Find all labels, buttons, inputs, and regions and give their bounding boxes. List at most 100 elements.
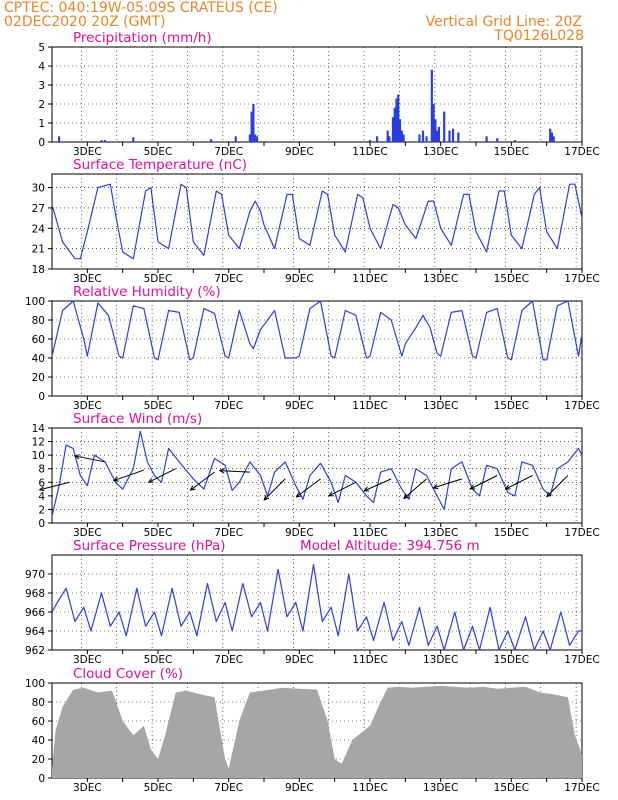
panel-4-ytick-label: 10 (32, 450, 45, 462)
wind-vector-head (189, 485, 196, 491)
wind-vector (39, 481, 70, 491)
panel-2-xtick-label: 5DEC (144, 273, 173, 285)
panel-4-xtick-label: 5DEC (144, 527, 173, 539)
wind-vector (505, 475, 533, 490)
panel-6-xtick-label: 3DEC (73, 782, 102, 794)
panel-2-xtick-label: 3DEC (73, 273, 102, 285)
panel-1-ytick-label: 5 (38, 42, 45, 54)
panel-4-frame (51, 427, 583, 524)
panel-5-xtick-label: 13DEC (423, 654, 458, 666)
panel-1-frame (51, 46, 583, 143)
panel-5-annotation: Model Altitude: 394.756 m (300, 538, 480, 554)
panel-4-ytick-label: 6 (38, 477, 45, 489)
panel-1-xtick-label: 13DEC (423, 146, 458, 158)
panel-6-ytick-label: 40 (32, 735, 45, 747)
precip-bar (250, 111, 253, 142)
precip-bar (457, 132, 460, 142)
panel-4-xtick-label: 9DEC (285, 527, 314, 539)
precip-bar (248, 134, 251, 142)
panel-5-xtick-label: 9DEC (285, 654, 314, 666)
wind-vector-head (327, 491, 334, 497)
precip-bar (397, 94, 400, 142)
precip-bar (386, 130, 389, 142)
precip-bar (552, 136, 555, 142)
panel-1-xtick-label: 9DEC (285, 146, 314, 158)
panel-1-xtick-label: 15DEC (494, 146, 529, 158)
panel-4-ytick-label: 0 (38, 518, 45, 530)
panel-5-ytick-label: 962 (25, 645, 45, 657)
precip-bar (252, 104, 255, 142)
panel-6-xtick-label: 13DEC (423, 782, 458, 794)
precip-bar (448, 130, 451, 142)
wind-vector (363, 478, 392, 492)
panel-2-series-line (51, 183, 583, 260)
wind-vector-head (38, 486, 45, 492)
panel-2-ytick-label: 30 (32, 183, 45, 195)
panel-2-xtick-label: 11DEC (352, 273, 387, 285)
precip-bar (550, 132, 554, 142)
panel-3-xtick-label: 7DEC (214, 400, 243, 412)
panel-4-ytick-label: 2 (38, 504, 45, 516)
panel-3-xtick-label: 3DEC (73, 400, 102, 412)
panel-2-xtick-label: 9DEC (285, 273, 314, 285)
panel-1-xtick-label: 17DEC (564, 146, 599, 158)
precip-bar (513, 140, 516, 142)
precip-bar (451, 128, 455, 142)
panel-2-title: Surface Temperature (nC) (73, 157, 247, 173)
header-date-line: 02DEC2020 20Z (GMT) (4, 14, 166, 30)
wind-vector (403, 478, 427, 499)
wind-vector-head (546, 491, 552, 498)
panel-6-xtick-label: 15DEC (494, 782, 529, 794)
wind-vector-head (432, 484, 439, 490)
panel-3-ytick-label: 80 (32, 315, 45, 327)
panel-1-ytick-label: 4 (38, 61, 45, 73)
precip-bar (432, 104, 435, 142)
precip-bar (402, 134, 405, 142)
panel-4-xtick-label: 3DEC (73, 527, 102, 539)
precip-bar (393, 107, 396, 142)
panel-2-ytick-label: 24 (32, 223, 46, 235)
wind-vector (469, 475, 498, 490)
panel-3-ytick-label: 0 (38, 391, 45, 403)
panel-4-ytick-label: 12 (32, 437, 45, 449)
panel-5-xtick-label: 17DEC (564, 654, 599, 666)
panel-3-ytick-label: 20 (32, 372, 45, 384)
panel-2-frame (51, 173, 583, 270)
wind-vector-head (504, 484, 511, 490)
panel-1-ytick-label: 0 (38, 137, 45, 149)
panel-1-xtick-label: 3DEC (73, 146, 102, 158)
precip-bar (436, 130, 439, 142)
precip-bar (549, 128, 552, 142)
wind-vector-head (403, 493, 409, 500)
precip-bar (421, 130, 425, 142)
panel-6-ytick-label: 20 (32, 754, 45, 766)
panel-6-ytick-label: 80 (32, 697, 45, 709)
wind-vector (113, 469, 145, 482)
panel-6-ytick-label: 0 (38, 773, 45, 785)
panel-6-title: Cloud Cover (%) (73, 666, 183, 682)
precip-bar (375, 136, 379, 142)
panel-6-xtick-label: 7DEC (214, 782, 243, 794)
panel-3-xtick-label: 15DEC (494, 400, 529, 412)
wind-vector-head (469, 484, 476, 490)
precip-bar (255, 136, 259, 142)
panel-4-ytick-label: 4 (38, 491, 45, 503)
wind-vector-head (112, 476, 119, 482)
panel-5-ytick-label: 966 (25, 607, 45, 619)
precip-bar (430, 69, 433, 142)
panel-5-series-line (51, 563, 582, 651)
precip-bar (398, 119, 402, 142)
panel-3-xtick-label: 11DEC (352, 400, 387, 412)
panel-1-title: Precipitation (mm/h) (73, 30, 212, 46)
wind-vector (328, 481, 357, 497)
wind-vector-head (73, 454, 80, 460)
panel-6-xtick-label: 9DEC (285, 782, 314, 794)
wind-vector (546, 475, 569, 497)
panel-3-xtick-label: 5DEC (144, 400, 173, 412)
panel-3-ytick-label: 100 (25, 296, 45, 308)
header-model-id: TQ0126L028 (494, 28, 584, 44)
panel-4-xtick-label: 17DEC (564, 527, 599, 539)
panel-5-xtick-label: 3DEC (73, 654, 102, 666)
panel-3-frame (51, 300, 583, 397)
panel-2-ytick-label: 18 (32, 264, 45, 276)
